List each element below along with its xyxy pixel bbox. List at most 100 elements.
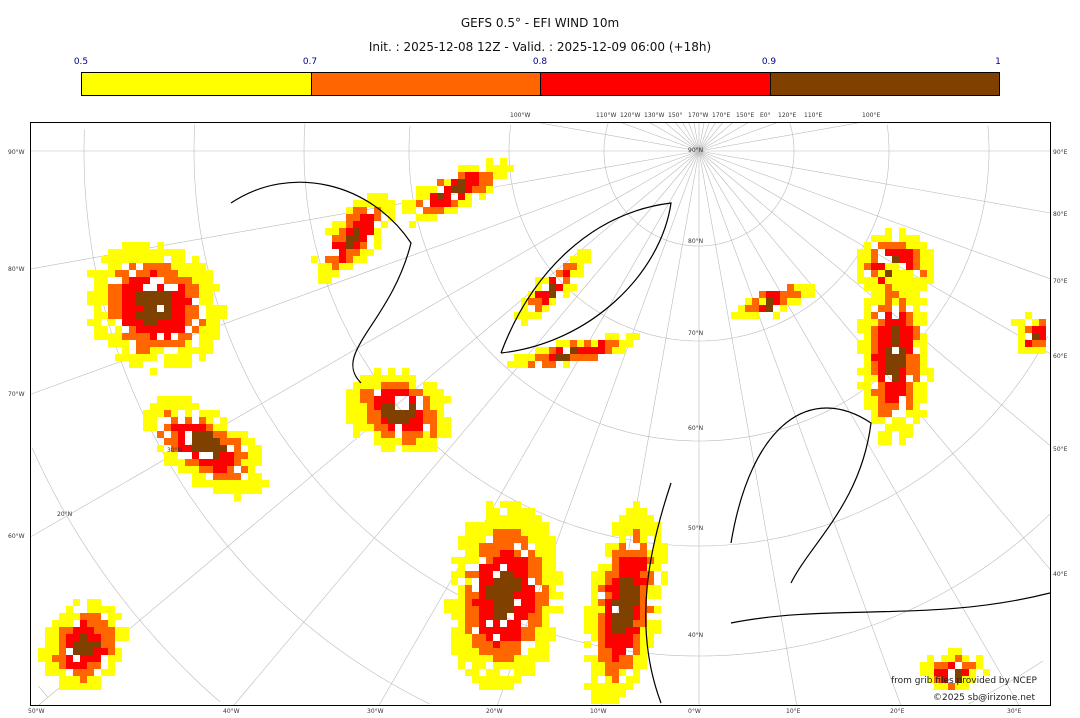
efi-cell: [948, 648, 955, 655]
efi-cell: [346, 263, 353, 270]
meridian-line: [698, 123, 858, 152]
efi-cell: [353, 396, 360, 403]
efi-cell: [255, 487, 262, 494]
efi-cell: [164, 249, 171, 256]
efi-cell: [493, 683, 500, 690]
efi-cell: [59, 683, 66, 690]
efi-cell: [115, 291, 122, 298]
efi-cell: [626, 634, 633, 641]
efi-cell: [633, 508, 640, 515]
efi-cell: [542, 606, 549, 613]
efi-cell: [493, 515, 500, 522]
efi-cell: [549, 550, 556, 557]
efi-cell: [766, 305, 773, 312]
efi-cell: [528, 529, 535, 536]
colorbar-tick: 1: [995, 57, 1001, 67]
efi-cell: [521, 578, 528, 585]
efi-cell: [444, 207, 451, 214]
efi-cell: [528, 627, 535, 634]
efi-cell: [164, 340, 171, 347]
efi-cell: [738, 312, 745, 319]
meridian-line: [650, 123, 700, 152]
efi-cell: [577, 354, 584, 361]
efi-cell: [472, 641, 479, 648]
efi-cell: [871, 256, 878, 263]
efi-cell: [451, 557, 458, 564]
efi-cell: [66, 606, 73, 613]
efi-cell: [388, 403, 395, 410]
efi-cell: [493, 529, 500, 536]
efi-cell: [437, 207, 444, 214]
efi-cell: [521, 599, 528, 606]
efi-cell: [514, 536, 521, 543]
efi-cell: [80, 683, 87, 690]
efi-cell: [605, 648, 612, 655]
efi-cell: [472, 676, 479, 683]
efi-cell: [206, 291, 213, 298]
efi-cell: [542, 578, 549, 585]
efi-cell: [479, 641, 486, 648]
parallel-label: 80°N: [688, 238, 704, 245]
efi-cell: [899, 389, 906, 396]
efi-cell: [479, 186, 486, 193]
efi-cell: [920, 347, 927, 354]
efi-cell: [871, 298, 878, 305]
efi-cell: [906, 249, 913, 256]
efi-cell: [507, 550, 514, 557]
efi-cell: [185, 424, 192, 431]
efi-cell: [346, 417, 353, 424]
axis-label-right: 90°E: [1053, 149, 1068, 156]
efi-cell: [871, 417, 878, 424]
efi-cell: [605, 690, 612, 697]
efi-cell: [535, 641, 542, 648]
efi-cell: [514, 676, 521, 683]
efi-cell: [591, 340, 598, 347]
efi-cell: [619, 522, 626, 529]
efi-cell: [1018, 347, 1025, 354]
efi-cell: [864, 340, 871, 347]
axis-label-top: 110°W: [596, 112, 617, 119]
efi-cell: [549, 564, 556, 571]
efi-cell: [493, 557, 500, 564]
efi-cell: [171, 424, 178, 431]
efi-cell: [479, 676, 486, 683]
map-panel[interactable]: [30, 122, 1051, 706]
efi-cell: [878, 277, 885, 284]
efi-cell: [157, 291, 164, 298]
efi-cell: [479, 655, 486, 662]
efi-cell: [661, 557, 668, 564]
efi-cell: [206, 326, 213, 333]
coastline-canada: [230, 181, 412, 384]
parallel-line: [303, 123, 1049, 547]
efi-cell: [871, 340, 878, 347]
efi-cell: [87, 606, 94, 613]
efi-cell: [339, 256, 346, 263]
efi-cell: [864, 403, 871, 410]
efi-cell: [899, 249, 906, 256]
efi-cell: [626, 340, 633, 347]
efi-cell: [570, 270, 577, 277]
efi-cell: [234, 431, 241, 438]
efi-cell: [535, 648, 542, 655]
efi-cell: [633, 333, 640, 340]
efi-cell: [122, 340, 129, 347]
efi-cell: [332, 221, 339, 228]
efi-cell: [353, 424, 360, 431]
efi-cell: [577, 270, 584, 277]
efi-cell: [899, 368, 906, 375]
efi-cell: [906, 291, 913, 298]
efi-cell: [164, 277, 171, 284]
efi-cell: [500, 634, 507, 641]
efi-cell: [612, 585, 619, 592]
efi-cell: [409, 417, 416, 424]
efi-cell: [423, 410, 430, 417]
efi-cell: [346, 256, 353, 263]
efi-cell: [213, 410, 220, 417]
efi-cell: [535, 291, 542, 298]
efi-cell: [507, 606, 514, 613]
efi-cell: [654, 529, 661, 536]
efi-cell: [381, 382, 388, 389]
efi-cell: [395, 375, 402, 382]
efi-cell: [87, 620, 94, 627]
efi-cell: [374, 375, 381, 382]
